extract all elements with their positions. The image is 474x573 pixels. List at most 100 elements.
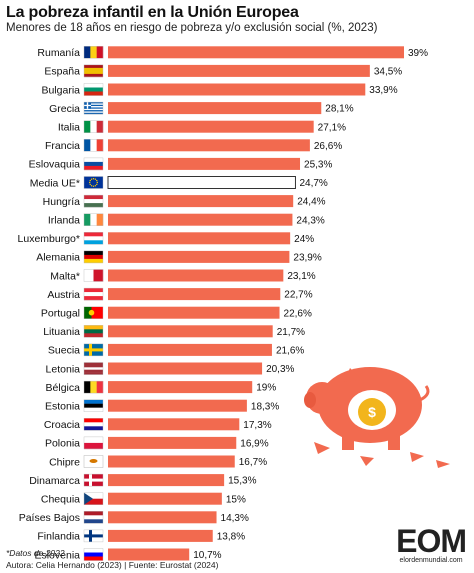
value-label: 13,8% <box>217 532 245 543</box>
value-label: 28,1% <box>325 104 353 115</box>
bar-row: Chequia 15% <box>41 492 246 506</box>
value-label: 14,3% <box>221 513 249 524</box>
bar-row: Irlanda 24,3% <box>48 213 325 227</box>
bar-row: Hungría 24,4% <box>43 194 326 208</box>
bar <box>108 64 370 77</box>
category-label: Bulgaria <box>41 84 80 96</box>
category-label: Hungría <box>43 196 81 208</box>
spain-flag-icon <box>83 64 104 78</box>
value-label: 22,6% <box>284 308 312 319</box>
bar <box>108 492 222 505</box>
bar <box>108 232 291 245</box>
bar-row: España 34,5% <box>44 64 402 78</box>
bar-row: Bulgaria 33,9% <box>41 83 398 96</box>
bar-row: Letonia 20,3% <box>46 362 295 375</box>
bar <box>108 511 217 524</box>
category-label: Francia <box>45 140 80 152</box>
bar-row: Lituania 21,7% <box>43 325 305 338</box>
category-label: Suecia <box>48 345 80 357</box>
bar <box>108 455 235 468</box>
bar-row: Eslovaquia 25,3% <box>29 157 332 171</box>
bar <box>108 399 247 412</box>
category-label: Lituania <box>43 326 80 338</box>
chart-title: La pobreza infantil en la Unión Europea <box>6 4 299 21</box>
category-label: Malta* <box>50 270 80 282</box>
finland-flag-icon <box>83 529 104 543</box>
italy-flag-icon <box>83 120 104 133</box>
bar-row: Países Bajos 14,3% <box>19 511 249 524</box>
value-label: 26,6% <box>314 141 342 152</box>
bar <box>108 139 310 152</box>
bar <box>108 418 240 431</box>
bar-row: Suecia 21,6% <box>48 343 304 357</box>
poland-flag-icon <box>83 436 104 450</box>
value-label: 15,3% <box>228 476 256 487</box>
bar-row: Polonia 16,9% <box>45 436 269 450</box>
hungary-flag-icon <box>83 194 104 208</box>
bar-row: Media UE* 24,7% <box>30 176 328 189</box>
netherlands-flag-icon <box>83 511 104 524</box>
ireland-flag-icon <box>83 213 104 226</box>
svg-text:$: $ <box>368 404 376 420</box>
value-label: 21,7% <box>277 327 305 338</box>
broken-piggy-bank-icon: $ <box>304 367 450 468</box>
luxembourg-flag-icon <box>83 232 104 245</box>
bar-row: Malta* 23,1% <box>50 269 316 282</box>
value-label: 23,9% <box>293 253 321 264</box>
bar-row: Italia 27,1% <box>58 120 346 134</box>
portugal-flag-icon <box>83 306 104 319</box>
croatia-flag-icon <box>83 418 104 431</box>
value-label: 23,1% <box>287 271 315 282</box>
lithuania-flag-icon <box>83 325 104 338</box>
bar-row: Finlandia 13,8% <box>37 529 245 543</box>
latvia-flag-icon <box>83 362 104 375</box>
eom-logo: EOM elordenmundial.com <box>396 525 467 564</box>
bar <box>108 325 273 338</box>
footnote: *Datos de 2022 <box>6 548 65 558</box>
bar <box>108 46 404 59</box>
logo-url: elordenmundial.com <box>399 557 463 564</box>
category-label: Grecia <box>49 103 80 115</box>
value-label: 16,9% <box>240 439 268 450</box>
value-label: 21,6% <box>276 346 304 357</box>
bar <box>108 157 301 170</box>
bar <box>108 195 294 208</box>
austria-flag-icon <box>83 287 104 301</box>
category-label: Irlanda <box>48 215 80 227</box>
bar <box>108 362 263 375</box>
bar <box>108 548 190 561</box>
bar <box>108 83 366 96</box>
category-label: Chipre <box>49 456 80 468</box>
bar-row: Francia 26,6% <box>45 139 342 152</box>
value-label: 16,7% <box>239 457 267 468</box>
bar <box>108 250 290 263</box>
bar <box>108 436 237 449</box>
bar-row: Croacia 17,3% <box>44 418 272 431</box>
bar <box>107 176 296 189</box>
bar-row: Bélgica 19% <box>46 380 276 394</box>
bar <box>108 269 284 282</box>
chart-subtitle: Menores de 18 años en riesgo de pobreza … <box>6 22 378 34</box>
value-label: 17,3% <box>243 420 271 431</box>
czechia-flag-icon <box>83 492 104 505</box>
category-label: Letonia <box>46 363 81 375</box>
bar <box>108 343 272 356</box>
category-label: España <box>44 66 80 78</box>
bar-row: Luxemburgo* 24% <box>18 232 314 245</box>
belgium-flag-icon <box>83 380 104 394</box>
category-label: Eslovenia <box>34 549 80 561</box>
cyprus-flag-icon <box>83 455 104 468</box>
bar <box>108 120 314 133</box>
bar-row: Rumanía 39% <box>37 46 428 59</box>
bar-row: Alemania 23,9% <box>36 250 322 264</box>
category-label: Croacia <box>44 419 80 431</box>
bar <box>108 213 293 226</box>
eu-flag-icon <box>83 176 104 189</box>
greece-flag-icon <box>83 101 104 115</box>
value-label: 24,3% <box>296 215 324 226</box>
category-label: Portugal <box>41 308 80 320</box>
bar-row: Estonia 18,3% <box>45 399 279 413</box>
bar-row: Portugal 22,6% <box>41 306 312 320</box>
value-label: 15% <box>226 494 246 505</box>
